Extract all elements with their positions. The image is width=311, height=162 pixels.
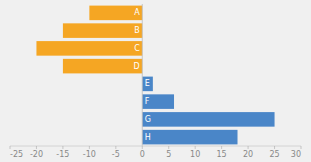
tick-label: -25 [10,150,23,159]
tick-label: 15 [217,150,227,159]
tick-mark [142,146,143,149]
bar [142,112,274,127]
tick-mark [221,146,222,149]
tick-mark [301,146,302,149]
category-label: E [145,79,150,88]
tick-mark [10,146,11,149]
category-label: D [134,62,140,71]
tick-mark [168,146,169,149]
bar [36,41,142,56]
tick-label: 20 [243,150,253,159]
tick-mark [62,146,63,149]
bar [63,59,142,74]
x-axis-line [10,146,301,147]
tick-mark [36,146,37,149]
tick-mark [248,146,249,149]
zero-line [142,4,143,146]
bar [142,130,237,145]
tick-label: 25 [269,150,279,159]
category-label: B [134,26,140,35]
category-label: A [134,8,140,17]
tick-label: -15 [56,150,69,159]
category-label: H [145,133,151,142]
bar [63,23,142,38]
tick-label: -5 [112,150,120,159]
bar [142,77,153,92]
category-label: F [145,97,150,106]
bars [36,6,274,145]
tick-label: 5 [166,150,171,159]
category-label: C [134,44,140,53]
tick-mark [89,146,90,149]
tick-label: 10 [190,150,200,159]
tick-label: -10 [83,150,96,159]
tick-mark [195,146,196,149]
tick-mark [115,146,116,149]
tick-label: 30 [291,150,301,159]
category-label: G [145,115,151,124]
chart: ABCDEFGH -25 -20 -15 -10 -5 0 5 10 15 20 25 30 [0,0,311,162]
tick-label: -20 [30,150,43,159]
tick-mark [274,146,275,149]
bar [142,94,174,109]
tick-label: 0 [140,150,145,159]
background [0,0,311,162]
bar [89,6,142,21]
